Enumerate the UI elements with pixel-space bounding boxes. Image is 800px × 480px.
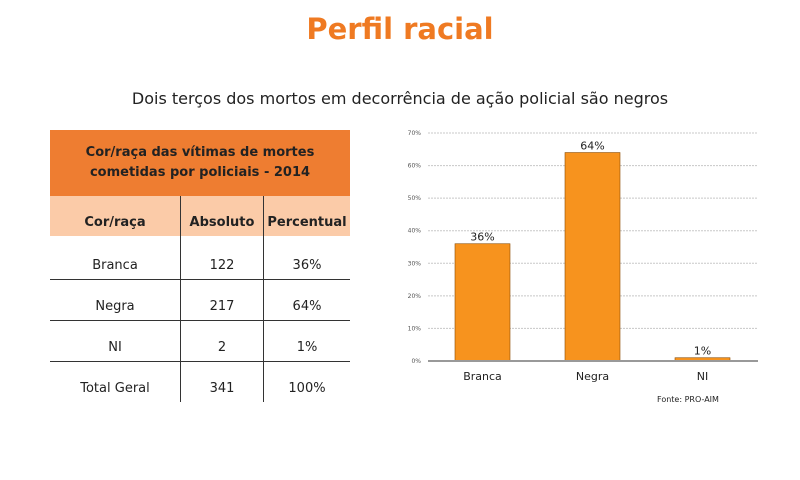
cell-absoluto: 2 (181, 321, 264, 361)
bar (564, 152, 621, 362)
data-label: 36% (470, 231, 494, 244)
cell-absoluto: 341 (181, 362, 264, 402)
y-tick-label: 70% (408, 130, 422, 137)
table-row: Negra 217 64% (50, 280, 350, 321)
x-tick-label: NI (697, 370, 708, 383)
y-tick-label: 60% (408, 163, 422, 170)
y-tick-label: 30% (408, 260, 422, 267)
table-row: Branca 122 36% (50, 236, 350, 280)
y-tick-label: 20% (408, 293, 422, 300)
table-caption: Cor/raça das vítimas de mortes cometidas … (50, 130, 350, 196)
data-table: Cor/raça das vítimas de mortes cometidas … (50, 130, 350, 402)
cell-cor-raca: Negra (50, 280, 181, 320)
cell-cor-raca: NI (50, 321, 181, 361)
data-label: 64% (580, 140, 604, 153)
cell-percentual: 100% (288, 381, 326, 396)
caption-line-2: cometidas por policiais - 2014 (89, 165, 311, 180)
page-title: Perfil racial (306, 12, 494, 46)
cell-cor-raca: Total Geral (50, 362, 181, 402)
page-subtitle: Dois terços dos mortos em decorrência de… (131, 89, 669, 108)
cell-percentual: 36% (292, 258, 322, 273)
cell-cor-raca: Branca (50, 236, 181, 279)
cell-absoluto: 217 (181, 280, 264, 320)
y-tick-label: 0% (411, 358, 421, 365)
x-tick-label: Branca (463, 370, 502, 383)
table-header-row: Cor/raça Absoluto Percentual (50, 196, 350, 236)
source-note: Fonte: PRO-AIM (657, 395, 719, 404)
data-label: 1% (694, 345, 711, 358)
caption-line-1: Cor/raça das vítimas de mortes (85, 145, 315, 160)
table-row: NI 2 1% (50, 321, 350, 362)
bar (454, 243, 511, 362)
x-tick-label: Negra (576, 370, 609, 383)
cell-percentual: 64% (292, 299, 322, 314)
header-percentual: Percentual (267, 215, 347, 230)
table-row: Total Geral 341 100% (50, 362, 350, 402)
header-cor-raca: Cor/raça (50, 196, 181, 236)
y-tick-label: 40% (408, 228, 422, 235)
header-absoluto: Absoluto (181, 196, 264, 236)
y-tick-label: 10% (408, 325, 422, 332)
cell-absoluto: 122 (181, 236, 264, 279)
y-tick-label: 50% (408, 195, 422, 202)
cell-percentual: 1% (296, 340, 318, 355)
bar-chart: 0% 10% 20% 30% 40% 50% 60% 70% 36% Branca 64% Negra… (408, 130, 758, 404)
